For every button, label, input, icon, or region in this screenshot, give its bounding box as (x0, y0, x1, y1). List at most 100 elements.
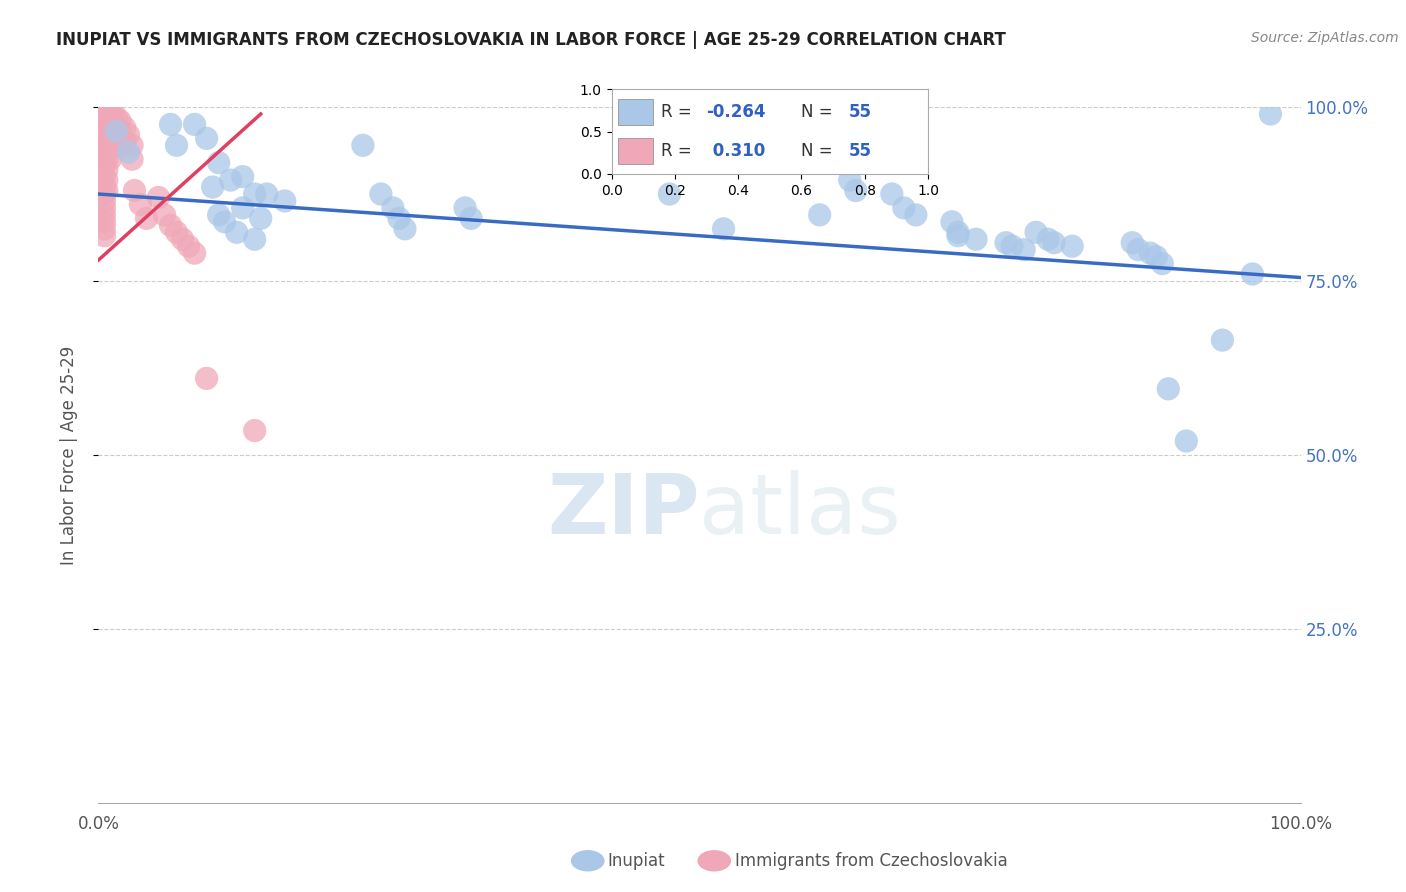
Point (100, 120, 122, 135)
Point (274, 194, 297, 208)
Text: -0.264: -0.264 (707, 103, 766, 121)
Point (177, 239, 200, 253)
Point (232, 169, 254, 184)
Point (352, 138, 374, 153)
Point (1062, 239, 1084, 253)
Point (208, 208, 231, 222)
Point (159, 219, 181, 233)
Point (101, 107, 124, 121)
Point (201, 180, 224, 194)
Point (96, 131, 118, 145)
Point (93, 187, 115, 202)
Point (838, 173, 860, 187)
Point (93, 159, 115, 173)
Point (159, 117, 181, 131)
Point (96, 184, 118, 198)
Point (195, 371, 218, 385)
Text: N =: N = (801, 142, 838, 160)
Point (995, 235, 1018, 250)
Point (93, 117, 115, 131)
Point (135, 211, 157, 226)
Point (93, 149, 115, 163)
Text: ZIP: ZIP (547, 470, 700, 551)
Point (93, 228, 115, 243)
Point (117, 145, 139, 160)
Point (148, 190, 170, 204)
Text: Source: ZipAtlas.com: Source: ZipAtlas.com (1251, 31, 1399, 45)
Point (166, 138, 188, 153)
Text: 55: 55 (849, 142, 872, 160)
Point (845, 184, 868, 198)
Point (454, 201, 477, 215)
FancyBboxPatch shape (619, 138, 652, 164)
Point (153, 208, 176, 222)
Point (105, 120, 128, 135)
Point (658, 187, 681, 202)
Point (93, 131, 115, 145)
Point (96, 107, 118, 121)
Point (1001, 239, 1024, 253)
Point (114, 120, 136, 135)
Point (183, 117, 205, 131)
Text: N =: N = (801, 103, 838, 121)
Text: atlas: atlas (700, 470, 901, 551)
Point (117, 128, 139, 142)
Point (93, 138, 115, 153)
Point (946, 225, 969, 239)
Point (904, 208, 927, 222)
Point (100, 142, 122, 156)
Point (121, 138, 143, 153)
Point (1043, 235, 1066, 250)
Point (214, 215, 236, 229)
Point (93, 215, 115, 229)
Y-axis label: In Labor Force | Age 25-29: In Labor Force | Age 25-29 (59, 345, 77, 565)
Point (460, 211, 482, 226)
Point (1012, 243, 1035, 257)
FancyBboxPatch shape (619, 99, 652, 125)
Point (96, 162, 118, 177)
Point (1211, 333, 1233, 347)
Point (880, 187, 903, 202)
Point (93, 194, 115, 208)
Point (208, 155, 231, 169)
Point (1152, 256, 1174, 270)
Point (96, 120, 118, 135)
Point (225, 225, 247, 239)
Point (166, 225, 188, 239)
Point (108, 138, 131, 153)
Point (713, 222, 735, 236)
Point (1025, 225, 1047, 239)
Point (249, 211, 271, 226)
Point (100, 152, 122, 166)
Point (1144, 250, 1167, 264)
Point (93, 124, 115, 138)
Point (105, 131, 128, 145)
Point (946, 228, 969, 243)
Point (1139, 246, 1161, 260)
Point (1121, 235, 1143, 250)
Point (195, 131, 218, 145)
Text: Immigrants from Czechoslovakia: Immigrants from Czechoslovakia (735, 852, 1008, 870)
Point (100, 131, 122, 145)
Point (105, 124, 128, 138)
Point (129, 197, 152, 211)
Point (183, 246, 205, 260)
Point (1128, 243, 1150, 257)
Text: R =: R = (661, 142, 696, 160)
Point (96, 152, 118, 166)
Point (893, 201, 915, 215)
Point (93, 222, 115, 236)
Point (808, 208, 831, 222)
Point (219, 173, 242, 187)
Point (394, 222, 416, 236)
Point (381, 201, 404, 215)
Point (243, 187, 266, 202)
Point (1036, 232, 1059, 246)
Text: R =: R = (661, 103, 696, 121)
Point (93, 201, 115, 215)
Point (101, 131, 124, 145)
Point (121, 152, 143, 166)
Text: 55: 55 (849, 103, 872, 121)
Point (1175, 434, 1198, 448)
Text: 0.310: 0.310 (707, 142, 765, 160)
